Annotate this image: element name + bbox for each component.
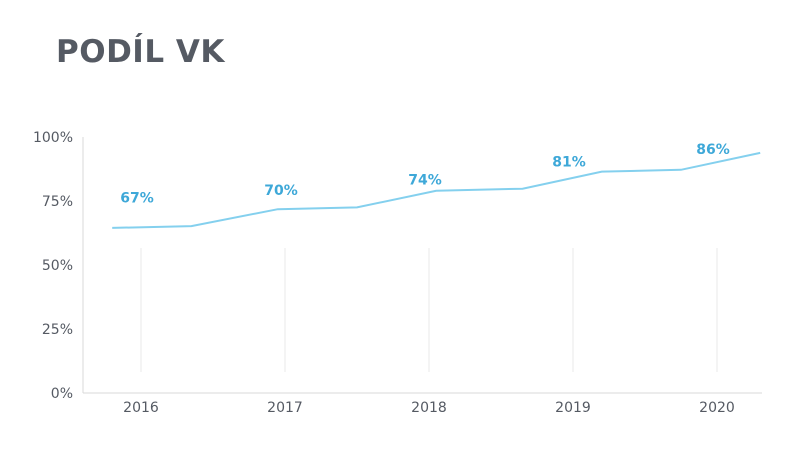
y-tick-label: 75%	[42, 194, 73, 210]
data-labels: 67% 70% 74% 81% 86%	[120, 142, 730, 207]
y-tick-label: 25%	[42, 322, 73, 338]
data-label: 81%	[552, 155, 586, 171]
y-tick-labels: 0% 25% 50% 75% 100%	[33, 130, 73, 402]
data-label: 74%	[408, 173, 442, 189]
y-tick-label: 0%	[51, 386, 73, 402]
x-tick-label: 2016	[123, 400, 159, 416]
data-label: 86%	[696, 142, 730, 158]
chart-title: PODÍL VK	[56, 34, 225, 70]
y-tick-label: 50%	[42, 258, 73, 274]
x-tick-label: 2018	[411, 400, 447, 416]
y-tick-label: 100%	[33, 130, 73, 146]
vertical-gridlines	[140, 248, 718, 372]
x-tick-label: 2017	[267, 400, 303, 416]
data-label: 70%	[264, 183, 298, 199]
x-tick-label: 2019	[555, 400, 591, 416]
x-tick-label: 2020	[699, 400, 735, 416]
x-tick-labels: 2016 2017 2018 2019 2020	[123, 400, 735, 416]
series-line	[112, 151, 761, 229]
data-label: 67%	[120, 190, 154, 206]
